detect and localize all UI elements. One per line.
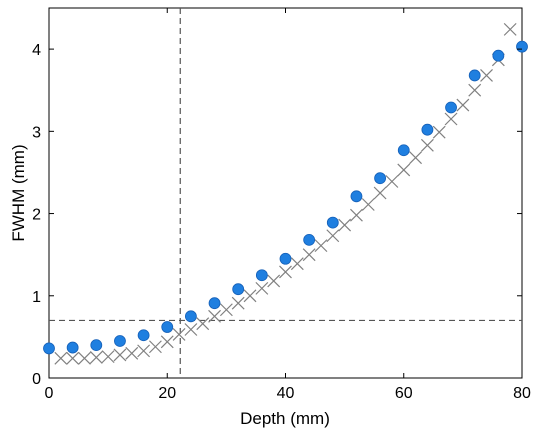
circle-marker-point (90, 339, 103, 352)
x-marker-point (385, 175, 399, 188)
x-tick-label: 20 (158, 385, 176, 402)
x-marker-point (373, 186, 387, 200)
circle-marker-point (421, 123, 434, 136)
x-marker-point (290, 257, 304, 271)
x-marker-point (350, 208, 363, 222)
x-marker-point (78, 351, 91, 365)
x-marker-point (172, 327, 186, 341)
x-marker-point (54, 351, 68, 365)
x-marker-point (326, 229, 340, 243)
circle-marker-point (468, 69, 481, 82)
x-marker-point (101, 350, 115, 364)
circle-marker-point (374, 172, 387, 185)
x-marker-point (279, 265, 292, 279)
x-marker-point (219, 303, 233, 317)
circle-marker-point (492, 49, 505, 62)
circle-marker-point (208, 297, 221, 310)
x-tick-label: 0 (45, 385, 54, 402)
y-tick-label: 1 (32, 289, 41, 306)
circle-marker-point (161, 321, 174, 333)
x-marker-point (125, 346, 139, 360)
x-marker-point (243, 289, 257, 303)
x-marker-point (456, 98, 470, 112)
y-tick-label: 0 (32, 371, 41, 388)
x-marker-point (113, 348, 127, 362)
y-tick-label: 4 (32, 42, 41, 59)
circle-marker-point (445, 101, 457, 114)
x-marker-point (409, 151, 422, 165)
x-marker-point (255, 281, 269, 295)
x-marker-point (267, 274, 281, 288)
circle-marker-point (255, 269, 268, 282)
x-marker-point (208, 309, 221, 323)
x-marker-point (432, 125, 446, 139)
circle-marker-point (397, 144, 410, 157)
circle-marker-point (43, 342, 55, 355)
plot-area (48, 7, 523, 379)
series-x-markers (54, 22, 517, 365)
series-circle-markers (43, 40, 528, 355)
circle-marker-point (303, 233, 316, 246)
x-marker-point (338, 218, 352, 232)
x-marker-point (480, 68, 493, 82)
x-marker-point (66, 351, 80, 365)
axes: 0 20 40 60 80 0 1 2 3 4 (32, 8, 531, 402)
x-marker-point (184, 323, 198, 336)
circle-marker-point (326, 216, 339, 229)
x-marker-point (196, 317, 210, 331)
x-marker-point (160, 335, 174, 349)
x-marker-point (397, 163, 411, 177)
x-tick-label: 80 (513, 385, 531, 402)
y-tick-label: 2 (32, 207, 41, 224)
x-marker-point (302, 248, 316, 262)
x-marker-point (361, 198, 375, 211)
x-tick-label: 60 (395, 385, 413, 402)
x-marker-point (420, 138, 434, 152)
circle-marker-point (137, 329, 150, 342)
circle-marker-point (114, 335, 126, 347)
reference-lines (49, 8, 522, 378)
x-marker-point (444, 112, 458, 126)
x-marker-point (231, 296, 245, 310)
x-marker-point (137, 344, 151, 358)
x-marker-point (314, 239, 328, 253)
circle-marker-point (184, 310, 197, 323)
x-marker-point (149, 340, 162, 354)
circle-marker-point (66, 341, 79, 354)
circle-marker-point (232, 283, 245, 296)
x-tick-label: 40 (277, 385, 295, 402)
circle-marker-point (350, 190, 363, 203)
x-axis-label: Depth (mm) (240, 409, 330, 428)
y-axis-label: FWHM (mm) (9, 144, 28, 241)
y-tick-label: 3 (32, 124, 41, 141)
circle-marker-point (279, 252, 292, 265)
x-marker-point (89, 351, 103, 364)
x-marker-point (468, 83, 482, 97)
x-marker-point (503, 22, 517, 36)
circle-marker-point (516, 40, 528, 53)
